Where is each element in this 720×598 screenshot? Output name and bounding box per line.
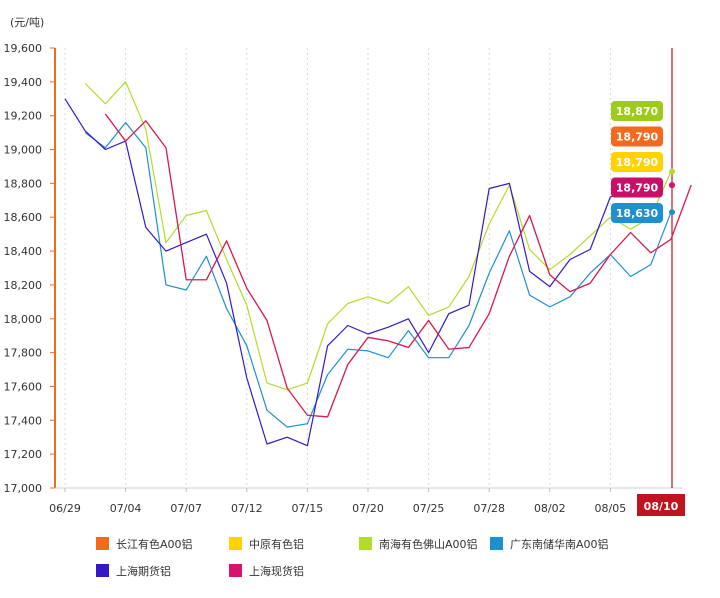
value-badge-text-1: 18,790 [616, 131, 659, 144]
y-tick-label: 18,600 [4, 211, 43, 224]
legend-label-2: 南海有色佛山A00铝 [379, 537, 478, 551]
series-line-3 [84, 121, 672, 428]
legend-label-1: 中原有色铝 [249, 537, 304, 551]
series-line-2 [84, 81, 672, 391]
x-tick-label: 07/07 [170, 502, 202, 515]
value-badges: 18,870 18,790 18,790 18,790 18,630 [611, 101, 663, 223]
y-tick-label: 18,200 [4, 279, 43, 292]
y-tick-label: 17,000 [4, 482, 43, 495]
y-tick-label: 17,800 [4, 347, 43, 360]
end-markers [669, 168, 675, 216]
value-badge-4 [611, 203, 663, 223]
y-tick-label: 17,400 [4, 414, 43, 427]
legend-swatch-4 [96, 564, 109, 577]
legend-label-0: 长江有色A00铝 [116, 537, 193, 551]
series-line-5 [104, 113, 692, 418]
x-tick-label: 08/02 [534, 502, 566, 515]
y-tick-label: 19,200 [4, 110, 43, 123]
y-tick-label: 17,200 [4, 448, 43, 461]
value-badge-text-3: 18,790 [616, 182, 659, 195]
x-tick-label: 07/15 [292, 502, 324, 515]
y-tick-label: 17,600 [4, 380, 43, 393]
x-tick-label: 08/05 [595, 502, 627, 515]
end-point-marker-3 [669, 209, 675, 216]
y-axis-unit-label: (元/吨) [10, 16, 44, 29]
x-tick-label: 07/25 [413, 502, 445, 515]
y-tick-label: 19,400 [4, 76, 43, 89]
legend-swatch-5 [229, 564, 242, 577]
y-tick-label: 18,000 [4, 313, 43, 326]
series-line-4 [64, 98, 631, 447]
x-tick-label: 07/28 [473, 502, 505, 515]
legend-label-5: 上海现货铝 [249, 564, 304, 578]
value-badge-2 [611, 152, 663, 172]
end-point-marker-5 [669, 182, 675, 189]
legend-swatch-2 [359, 537, 372, 550]
value-badge-text-2: 18,790 [616, 156, 659, 169]
series-lines [64, 81, 692, 447]
legend-swatch-0 [96, 537, 109, 550]
legend-swatch-1 [229, 537, 242, 550]
x-tick-label: 07/12 [231, 502, 263, 515]
value-badge-text-0: 18,870 [616, 105, 659, 118]
value-badge-0 [611, 101, 663, 121]
value-badge-3 [611, 177, 663, 198]
highlight-date-label: 08/10 [644, 500, 679, 513]
legend-label-4: 上海期货铝 [116, 564, 171, 578]
value-badge-text-4: 18,630 [616, 207, 659, 220]
legend-swatch-3 [490, 537, 503, 550]
x-tick-label: 07/04 [110, 502, 142, 515]
y-tick-label: 18,400 [4, 245, 43, 258]
x-tick-label: 07/20 [352, 502, 384, 515]
x-tick-label: 06/29 [49, 502, 81, 515]
y-tick-label: 18,800 [4, 177, 43, 190]
highlight-date-box [637, 494, 685, 516]
value-badge-1 [611, 126, 663, 147]
axes: 19,600 19,400 19,200 19,000 18,800 18,600 18,4… [4, 42, 685, 516]
y-tick-label: 19,600 [4, 42, 43, 55]
y-tick-label: 19,000 [4, 144, 43, 157]
legend-label-3: 广东南储华南A00铝 [510, 537, 609, 551]
end-point-marker-2 [669, 168, 675, 175]
